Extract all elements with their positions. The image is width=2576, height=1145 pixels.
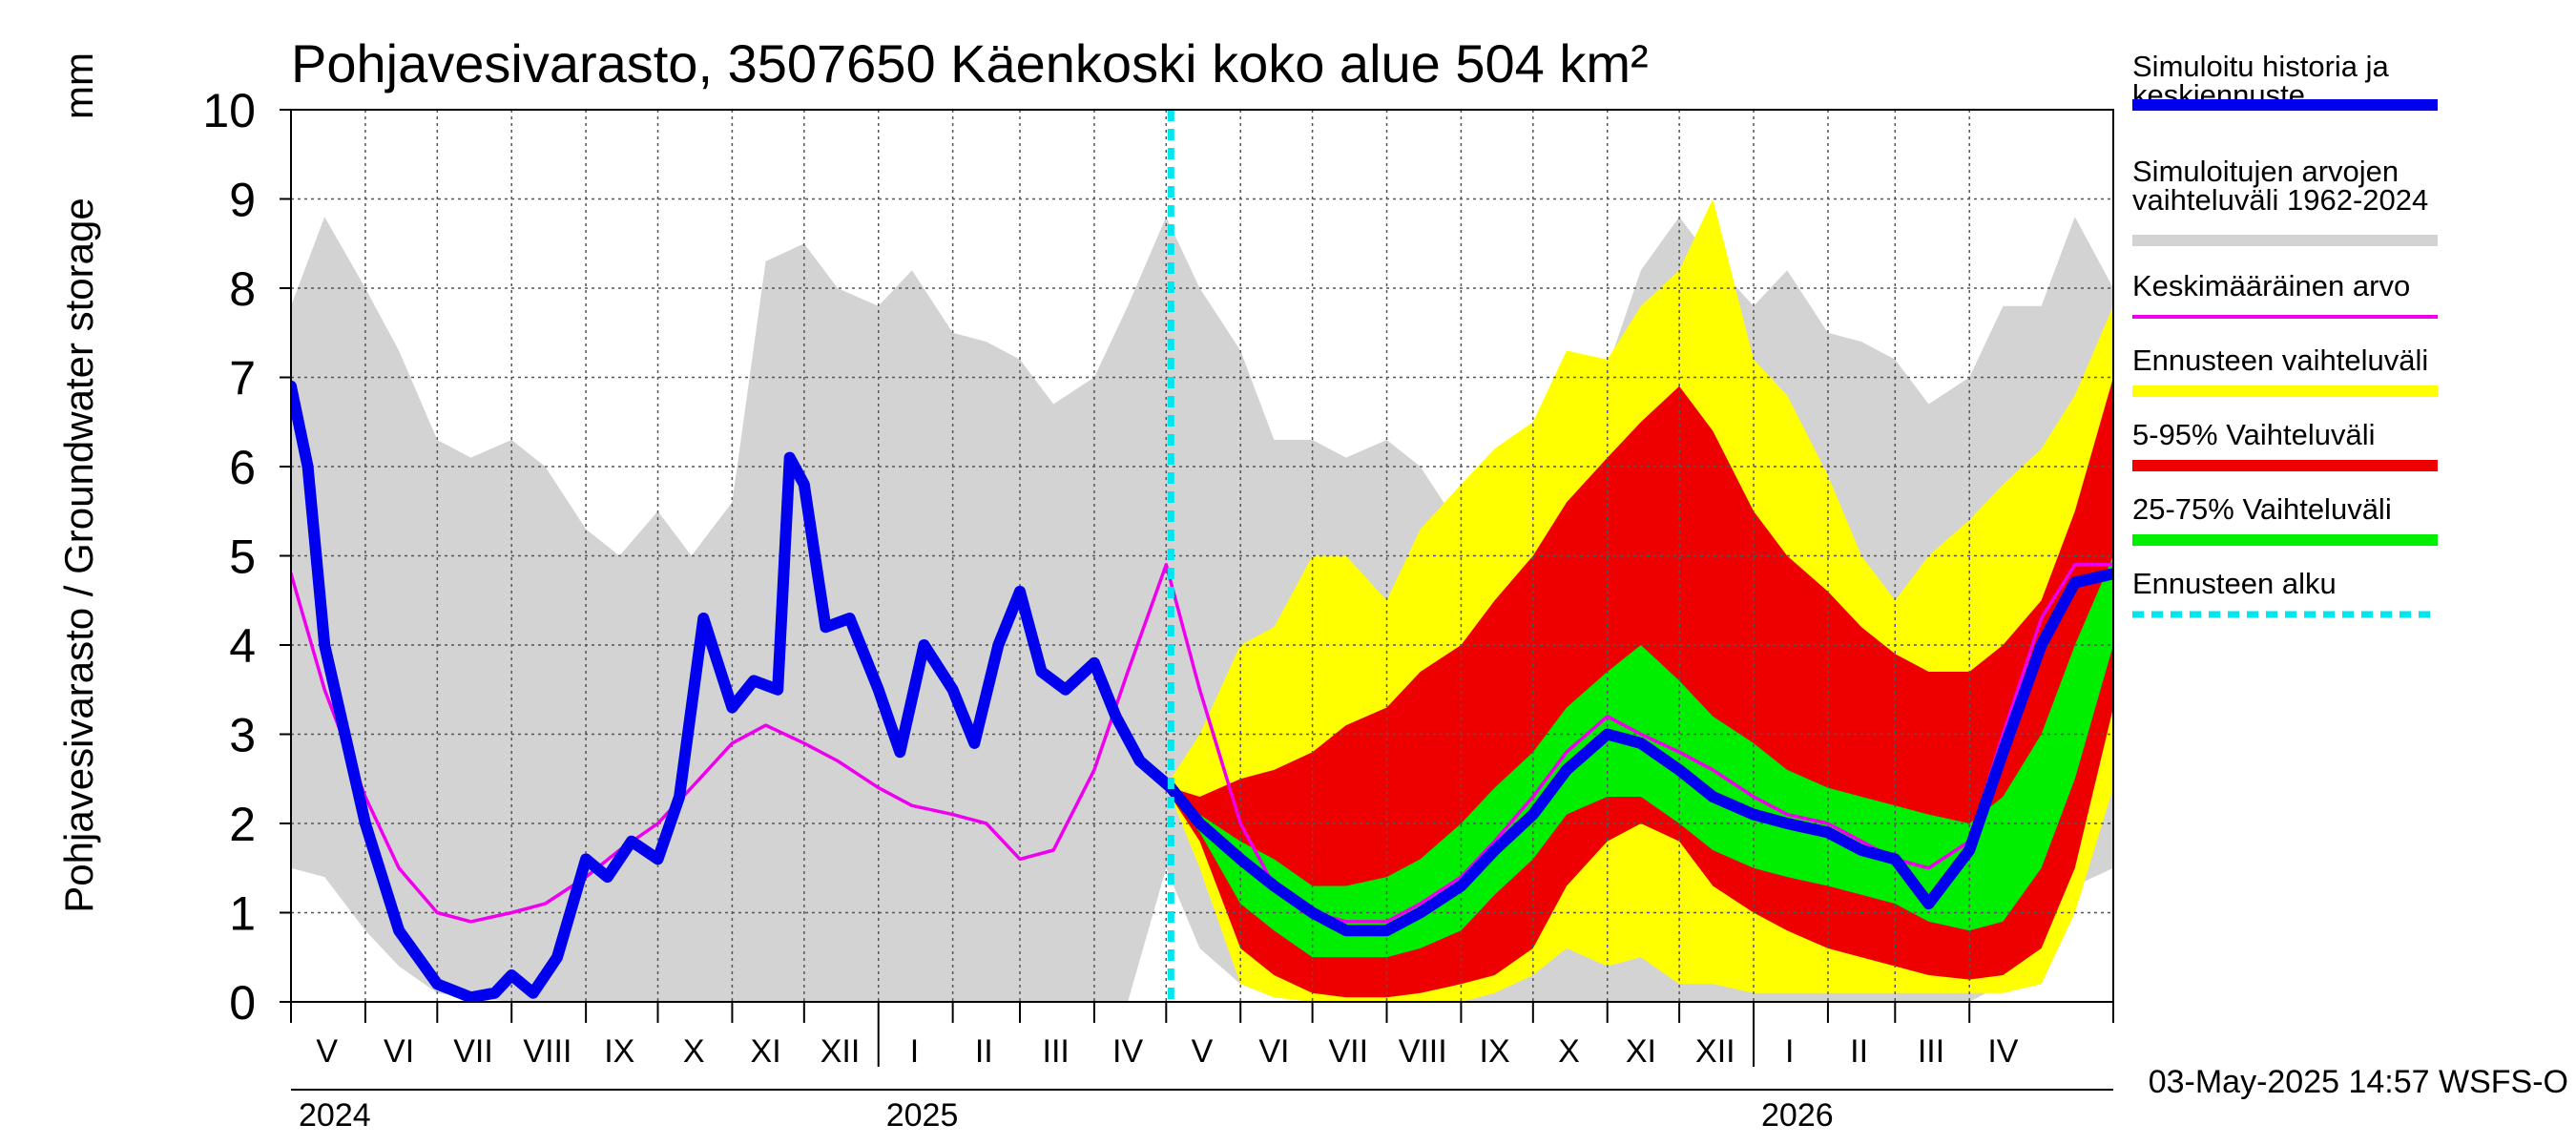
x-month-label: X bbox=[1558, 1033, 1580, 1070]
legend-label-range: Simuloitujen arvojen bbox=[2132, 155, 2399, 188]
footer-timestamp: 03-May-2025 14:57 WSFS-O bbox=[2149, 1064, 2568, 1100]
legend-label-history: Simuloitu historia ja bbox=[2132, 50, 2390, 83]
legend-label-forecast_range: Ennusteen vaihteluväli bbox=[2132, 344, 2428, 377]
y-tick-label: 0 bbox=[229, 976, 256, 1030]
x-month-label: XII bbox=[821, 1033, 861, 1070]
y-axis-label: Pohjavesivarasto / Groundwater storage bbox=[56, 198, 101, 912]
x-month-label: VII bbox=[1329, 1033, 1369, 1070]
x-axis: V VI VII VIII IX X XI XII I II III IV V VI VII VIII IX X X… bbox=[290, 1002, 2114, 1134]
y-tick-label: 7 bbox=[229, 352, 256, 406]
y-tick-label: 2 bbox=[229, 798, 256, 851]
legend-label-p5_95: 5-95% Vaihteluväli bbox=[2132, 418, 2375, 451]
x-year-label: 2026 bbox=[1761, 1097, 1834, 1134]
x-year-label: 2025 bbox=[886, 1097, 959, 1134]
y-tick-label: 1 bbox=[229, 887, 256, 941]
x-month-label: V bbox=[316, 1033, 338, 1070]
y-tick-label: 3 bbox=[229, 709, 256, 762]
x-month-label: VI bbox=[1258, 1033, 1289, 1070]
legend: Simuloitu historia jakeskiennusteSimuloi… bbox=[2132, 50, 2438, 618]
line-layer bbox=[291, 110, 2113, 1002]
chart-title: Pohjavesivarasto, 3507650 Käenkoski koko… bbox=[291, 33, 1649, 94]
x-month-label: XI bbox=[751, 1033, 781, 1070]
y-tick-label: 5 bbox=[229, 531, 256, 584]
y-tick-label: 4 bbox=[229, 619, 256, 673]
series-history-line bbox=[291, 380, 2113, 1002]
x-month-label: IV bbox=[1112, 1033, 1143, 1070]
legend-label-mean: Keskimääräinen arvo bbox=[2132, 269, 2410, 302]
x-month-label: XII bbox=[1695, 1033, 1735, 1070]
x-month-label: IX bbox=[1480, 1033, 1510, 1070]
y-tick-label: 10 bbox=[202, 84, 256, 137]
x-month-label: I bbox=[1785, 1033, 1794, 1070]
x-month-label: XI bbox=[1626, 1033, 1656, 1070]
x-month-label: II bbox=[975, 1033, 993, 1070]
legend-label-forecast_start: Ennusteen alku bbox=[2132, 567, 2337, 600]
x-month-label: VIII bbox=[523, 1033, 571, 1070]
x-month-label: VII bbox=[453, 1033, 493, 1070]
x-month-label: I bbox=[910, 1033, 919, 1070]
x-month-label: III bbox=[1918, 1033, 1944, 1070]
x-month-label: III bbox=[1043, 1033, 1070, 1070]
y-tick-label: 9 bbox=[229, 174, 256, 227]
legend-label-range: vaihteluväli 1962-2024 bbox=[2132, 183, 2428, 217]
y-axis-unit: mm bbox=[56, 52, 101, 119]
x-month-label: V bbox=[1192, 1033, 1214, 1070]
band-layer bbox=[291, 198, 2113, 1002]
x-year-label: 2024 bbox=[299, 1097, 371, 1134]
x-month-label: X bbox=[683, 1033, 705, 1070]
y-tick-label: 8 bbox=[229, 262, 256, 316]
y-tick-label: 6 bbox=[229, 441, 256, 494]
x-month-label: VI bbox=[384, 1033, 414, 1070]
x-month-label: IV bbox=[1987, 1033, 2018, 1070]
x-month-label: II bbox=[1850, 1033, 1868, 1070]
x-month-label: IX bbox=[604, 1033, 634, 1070]
legend-label-p25_75: 25-75% Vaihteluväli bbox=[2132, 492, 2392, 526]
x-month-label: VIII bbox=[1399, 1033, 1447, 1070]
y-tick-labels: 0 1 2 3 4 5 6 7 8 9 10 bbox=[202, 84, 291, 1030]
